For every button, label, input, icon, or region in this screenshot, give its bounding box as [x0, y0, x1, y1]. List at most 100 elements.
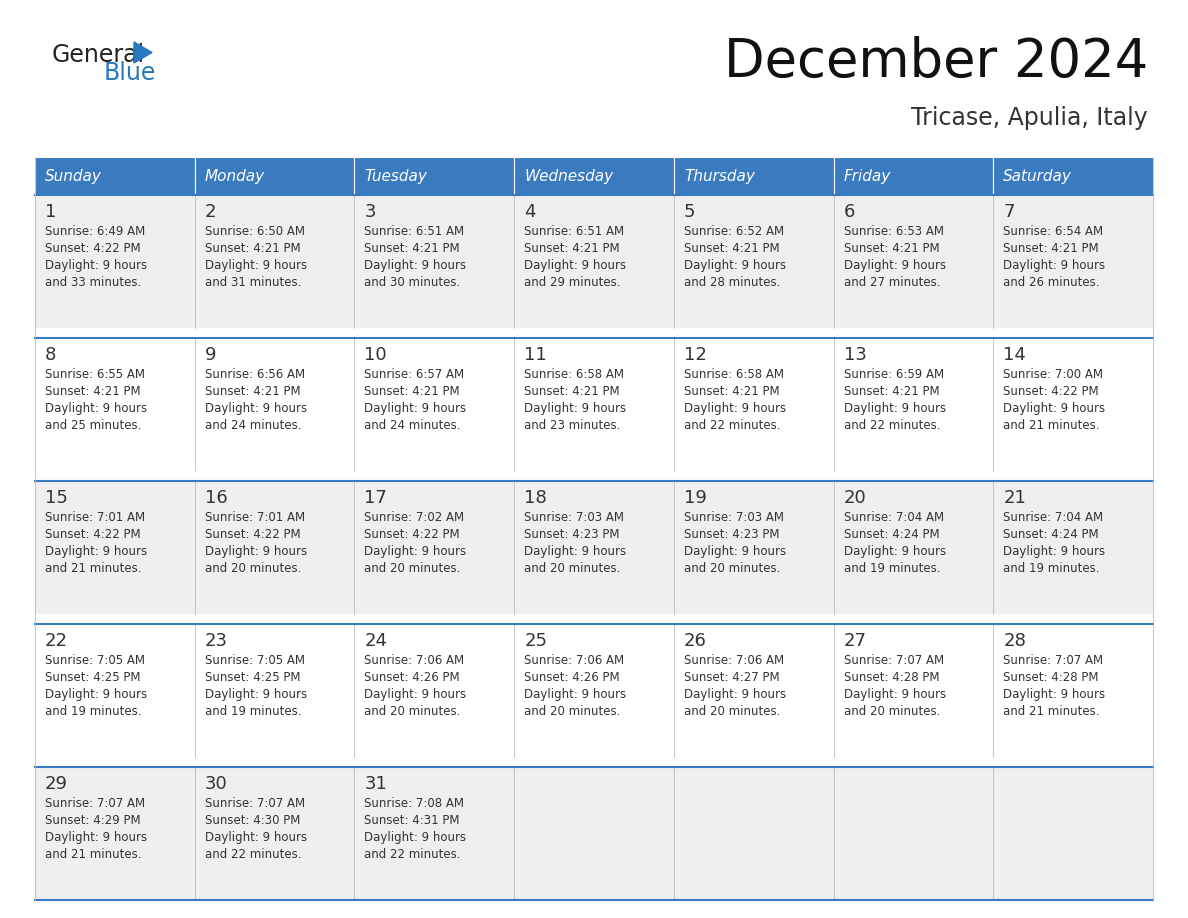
- Text: 1: 1: [45, 203, 56, 221]
- Text: Sunset: 4:21 PM: Sunset: 4:21 PM: [45, 385, 140, 398]
- Text: 7: 7: [1004, 203, 1015, 221]
- Text: Daylight: 9 hours: Daylight: 9 hours: [843, 259, 946, 272]
- Text: Sunrise: 7:06 AM: Sunrise: 7:06 AM: [684, 654, 784, 667]
- Text: Wednesday: Wednesday: [524, 169, 613, 184]
- Text: Sunset: 4:22 PM: Sunset: 4:22 PM: [45, 242, 140, 255]
- Text: Sunrise: 7:07 AM: Sunrise: 7:07 AM: [204, 797, 305, 810]
- Text: Blue: Blue: [105, 61, 157, 85]
- Text: 29: 29: [45, 775, 68, 793]
- Text: Sunset: 4:25 PM: Sunset: 4:25 PM: [45, 671, 140, 684]
- Text: Daylight: 9 hours: Daylight: 9 hours: [45, 545, 147, 558]
- Text: Daylight: 9 hours: Daylight: 9 hours: [684, 688, 786, 701]
- Text: Daylight: 9 hours: Daylight: 9 hours: [45, 402, 147, 415]
- Text: 8: 8: [45, 346, 56, 364]
- Text: and 19 minutes.: and 19 minutes.: [843, 562, 940, 575]
- Text: and 20 minutes.: and 20 minutes.: [204, 562, 301, 575]
- Text: Sunset: 4:21 PM: Sunset: 4:21 PM: [365, 385, 460, 398]
- Text: 4: 4: [524, 203, 536, 221]
- Text: and 20 minutes.: and 20 minutes.: [684, 705, 781, 718]
- Text: Sunset: 4:21 PM: Sunset: 4:21 PM: [684, 385, 779, 398]
- Text: Daylight: 9 hours: Daylight: 9 hours: [45, 831, 147, 844]
- Text: 30: 30: [204, 775, 227, 793]
- Text: Daylight: 9 hours: Daylight: 9 hours: [204, 831, 307, 844]
- Bar: [34, 195, 1154, 328]
- Text: 6: 6: [843, 203, 855, 221]
- Text: Sunset: 4:23 PM: Sunset: 4:23 PM: [524, 528, 620, 541]
- Text: Sunrise: 6:58 AM: Sunrise: 6:58 AM: [524, 368, 624, 381]
- Text: Sunset: 4:28 PM: Sunset: 4:28 PM: [843, 671, 939, 684]
- Text: Sunrise: 6:51 AM: Sunrise: 6:51 AM: [524, 225, 624, 238]
- Text: Thursday: Thursday: [684, 169, 754, 184]
- Text: 31: 31: [365, 775, 387, 793]
- Bar: [514, 157, 674, 195]
- Text: 26: 26: [684, 632, 707, 650]
- Text: Daylight: 9 hours: Daylight: 9 hours: [843, 402, 946, 415]
- Text: Sunset: 4:21 PM: Sunset: 4:21 PM: [524, 385, 620, 398]
- Text: Daylight: 9 hours: Daylight: 9 hours: [684, 259, 786, 272]
- Text: 16: 16: [204, 489, 227, 507]
- Text: Tuesday: Tuesday: [365, 169, 428, 184]
- Text: and 24 minutes.: and 24 minutes.: [365, 419, 461, 432]
- Text: Sunset: 4:21 PM: Sunset: 4:21 PM: [204, 242, 301, 255]
- Text: and 31 minutes.: and 31 minutes.: [204, 276, 301, 289]
- Text: Sunset: 4:24 PM: Sunset: 4:24 PM: [843, 528, 940, 541]
- Text: 13: 13: [843, 346, 866, 364]
- Text: and 19 minutes.: and 19 minutes.: [45, 705, 141, 718]
- Text: Sunrise: 7:00 AM: Sunrise: 7:00 AM: [1004, 368, 1104, 381]
- Text: Sunrise: 6:51 AM: Sunrise: 6:51 AM: [365, 225, 465, 238]
- Text: and 28 minutes.: and 28 minutes.: [684, 276, 781, 289]
- Text: and 25 minutes.: and 25 minutes.: [45, 419, 141, 432]
- Text: Sunset: 4:26 PM: Sunset: 4:26 PM: [365, 671, 460, 684]
- Text: 14: 14: [1004, 346, 1026, 364]
- Text: and 21 minutes.: and 21 minutes.: [1004, 705, 1100, 718]
- Text: and 26 minutes.: and 26 minutes.: [1004, 276, 1100, 289]
- Text: Sunrise: 7:01 AM: Sunrise: 7:01 AM: [204, 511, 305, 524]
- Text: Sunrise: 7:06 AM: Sunrise: 7:06 AM: [365, 654, 465, 667]
- Bar: [354, 157, 514, 195]
- Text: Daylight: 9 hours: Daylight: 9 hours: [365, 259, 467, 272]
- Text: Daylight: 9 hours: Daylight: 9 hours: [204, 259, 307, 272]
- Bar: [34, 338, 1154, 471]
- Text: Tricase, Apulia, Italy: Tricase, Apulia, Italy: [911, 106, 1148, 130]
- Text: Sunrise: 6:53 AM: Sunrise: 6:53 AM: [843, 225, 943, 238]
- Text: 24: 24: [365, 632, 387, 650]
- Text: Daylight: 9 hours: Daylight: 9 hours: [365, 688, 467, 701]
- Text: Sunday: Sunday: [45, 169, 102, 184]
- Text: 18: 18: [524, 489, 546, 507]
- Text: Friday: Friday: [843, 169, 891, 184]
- Text: and 23 minutes.: and 23 minutes.: [524, 419, 620, 432]
- Bar: [34, 767, 1154, 900]
- Text: Sunrise: 6:58 AM: Sunrise: 6:58 AM: [684, 368, 784, 381]
- Text: Sunrise: 7:04 AM: Sunrise: 7:04 AM: [1004, 511, 1104, 524]
- Text: Sunrise: 6:52 AM: Sunrise: 6:52 AM: [684, 225, 784, 238]
- Text: Daylight: 9 hours: Daylight: 9 hours: [204, 545, 307, 558]
- Text: 27: 27: [843, 632, 866, 650]
- Text: Sunset: 4:27 PM: Sunset: 4:27 PM: [684, 671, 779, 684]
- Text: Sunset: 4:21 PM: Sunset: 4:21 PM: [684, 242, 779, 255]
- Text: Sunrise: 7:04 AM: Sunrise: 7:04 AM: [843, 511, 943, 524]
- Text: 3: 3: [365, 203, 375, 221]
- Text: 11: 11: [524, 346, 546, 364]
- Text: Daylight: 9 hours: Daylight: 9 hours: [524, 545, 626, 558]
- Text: 23: 23: [204, 632, 228, 650]
- Text: and 29 minutes.: and 29 minutes.: [524, 276, 620, 289]
- Text: and 22 minutes.: and 22 minutes.: [684, 419, 781, 432]
- Bar: [195, 157, 354, 195]
- Text: Daylight: 9 hours: Daylight: 9 hours: [524, 402, 626, 415]
- Text: Sunrise: 7:03 AM: Sunrise: 7:03 AM: [684, 511, 784, 524]
- Bar: [993, 157, 1154, 195]
- Text: Daylight: 9 hours: Daylight: 9 hours: [365, 402, 467, 415]
- Text: Sunset: 4:21 PM: Sunset: 4:21 PM: [204, 385, 301, 398]
- Bar: [834, 157, 993, 195]
- Text: and 21 minutes.: and 21 minutes.: [45, 562, 141, 575]
- Text: 17: 17: [365, 489, 387, 507]
- Text: Sunrise: 7:08 AM: Sunrise: 7:08 AM: [365, 797, 465, 810]
- Text: Daylight: 9 hours: Daylight: 9 hours: [684, 402, 786, 415]
- Text: Sunrise: 6:57 AM: Sunrise: 6:57 AM: [365, 368, 465, 381]
- Text: Daylight: 9 hours: Daylight: 9 hours: [684, 545, 786, 558]
- Text: 28: 28: [1004, 632, 1026, 650]
- Text: and 19 minutes.: and 19 minutes.: [1004, 562, 1100, 575]
- Text: Sunset: 4:21 PM: Sunset: 4:21 PM: [365, 242, 460, 255]
- Text: Daylight: 9 hours: Daylight: 9 hours: [1004, 545, 1105, 558]
- Text: Sunrise: 7:05 AM: Sunrise: 7:05 AM: [204, 654, 304, 667]
